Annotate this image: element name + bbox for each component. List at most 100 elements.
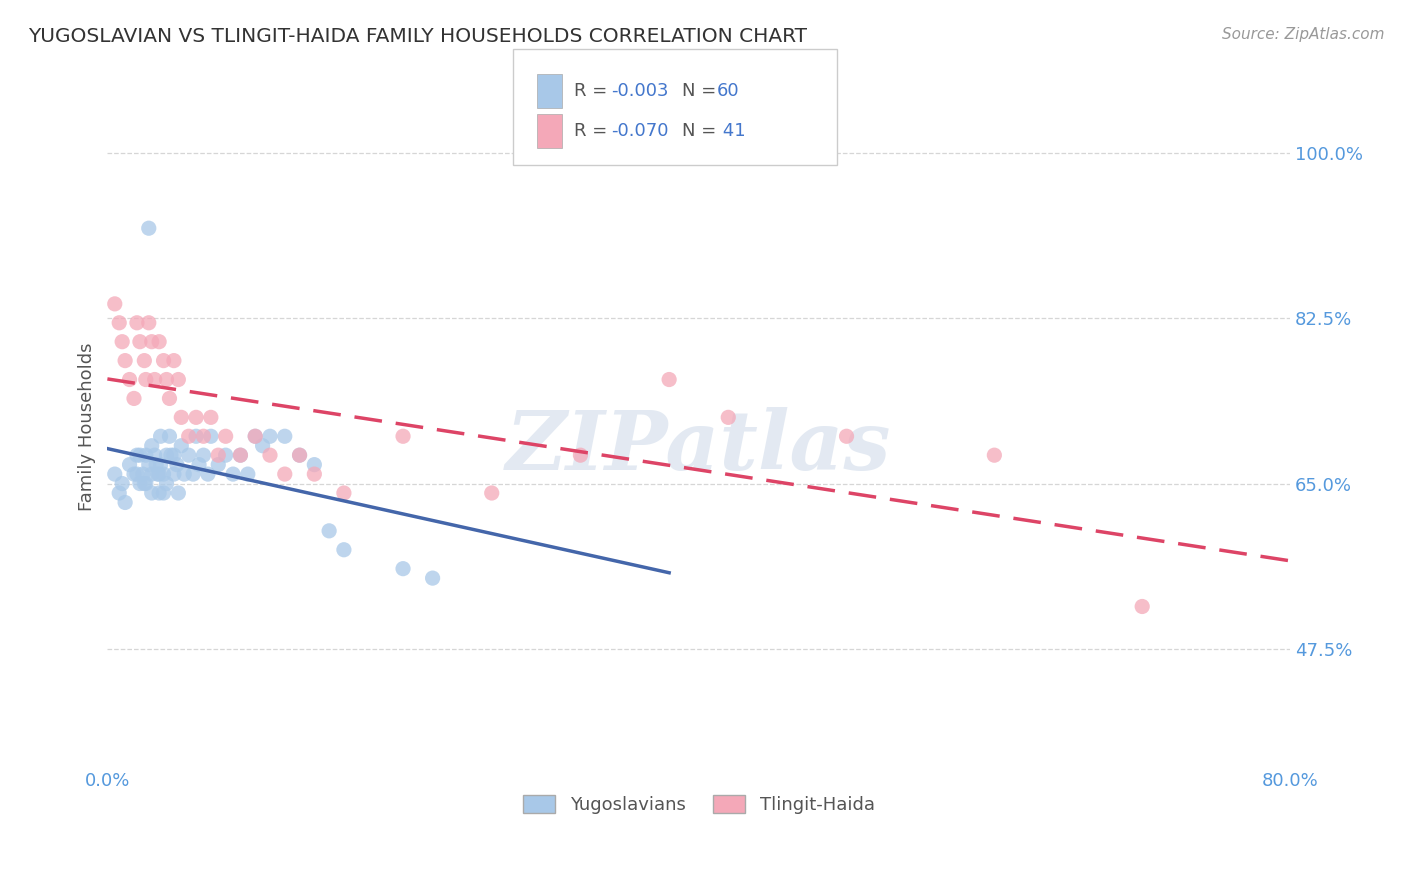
Point [333,486,356,500]
Point [392,429,415,443]
Point [170,410,193,425]
Point [200,410,222,425]
Point [148,334,170,349]
Point [159,392,181,406]
Point [173,467,195,481]
Point [245,429,267,443]
Point [835,429,858,443]
Point [155,372,177,386]
Point [229,448,252,462]
Point [108,486,131,500]
Point [333,542,356,557]
Point [163,353,186,368]
Point [141,334,163,349]
Point [167,486,190,500]
Point [125,467,148,481]
Legend: Yugoslavians, Tlingit-Haida: Yugoslavians, Tlingit-Haida [513,786,883,823]
Point [207,448,229,462]
Text: 60: 60 [717,82,740,100]
Text: R =: R = [574,82,613,100]
Point [148,467,170,481]
Point [236,467,259,481]
Point [122,467,145,481]
Point [392,562,415,576]
Point [259,429,281,443]
Point [138,221,160,235]
Point [152,467,174,481]
Point [135,372,157,386]
Point [122,392,145,406]
Point [160,448,183,462]
Point [181,467,204,481]
Point [129,334,152,349]
Point [569,448,592,462]
Point [104,297,127,311]
Point [108,316,131,330]
Point [288,448,311,462]
Point [138,458,160,472]
Point [304,458,326,472]
Point [197,467,219,481]
Point [252,439,274,453]
Point [149,458,172,472]
Point [288,448,311,462]
Point [422,571,444,585]
Text: -0.003: -0.003 [612,82,669,100]
Point [163,448,186,462]
Point [193,429,215,443]
Point [152,353,174,368]
Point [138,316,160,330]
Point [304,467,326,481]
Point [125,316,148,330]
Point [141,467,163,481]
Point [155,448,177,462]
Point [118,458,141,472]
Point [135,476,157,491]
Text: -0.070: -0.070 [612,121,669,139]
Point [274,429,297,443]
Point [104,467,127,481]
Text: N =: N = [682,82,721,100]
Point [1130,599,1153,614]
Point [146,467,169,481]
Point [145,458,167,472]
Point [134,353,156,368]
Point [318,524,340,538]
Text: ZIPatlas: ZIPatlas [506,408,891,487]
Point [163,467,186,481]
Point [135,448,157,462]
Point [167,372,190,386]
Text: Source: ZipAtlas.com: Source: ZipAtlas.com [1222,27,1385,42]
Point [114,353,136,368]
Point [125,448,148,462]
Point [222,467,245,481]
Point [229,448,252,462]
Point [159,429,181,443]
Point [118,372,141,386]
Point [274,467,297,481]
Text: N =: N = [682,121,721,139]
Point [141,439,163,453]
Point [207,458,229,472]
Point [143,448,166,462]
Point [177,448,200,462]
Point [152,486,174,500]
Point [983,448,1005,462]
Point [481,486,503,500]
Point [245,429,267,443]
Point [717,410,740,425]
Point [193,448,215,462]
Point [149,429,172,443]
Point [214,429,236,443]
Point [166,458,188,472]
Point [177,429,200,443]
Point [129,448,152,462]
Point [170,439,193,453]
Text: 41: 41 [717,121,745,139]
Point [111,334,134,349]
Point [114,495,136,509]
Point [155,476,177,491]
Point [132,467,155,481]
Point [148,486,170,500]
Point [143,372,166,386]
